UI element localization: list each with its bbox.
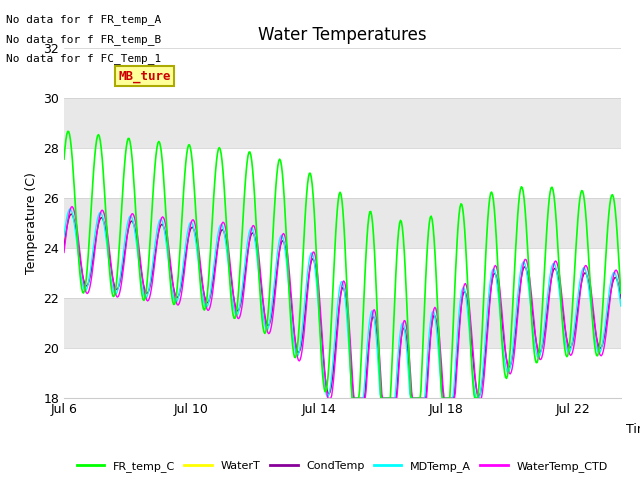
Bar [64,348,621,398]
Text: No data for f FC_Temp_1: No data for f FC_Temp_1 [6,53,162,64]
Legend: FR_temp_C, WaterT, CondTemp, MDTemp_A, WaterTemp_CTD: FR_temp_C, WaterT, CondTemp, MDTemp_A, W… [72,456,612,476]
Bar [64,248,621,298]
Text: No data for f FR_temp_A: No data for f FR_temp_A [6,14,162,25]
Text: No data for f FR_temp_B: No data for f FR_temp_B [6,34,162,45]
Bar [64,148,621,198]
Text: Time: Time [627,423,640,436]
Title: Water Temperatures: Water Temperatures [258,25,427,44]
Text: MB_ture: MB_ture [118,70,171,83]
Y-axis label: Temperature (C): Temperature (C) [25,172,38,274]
Bar [64,48,621,98]
